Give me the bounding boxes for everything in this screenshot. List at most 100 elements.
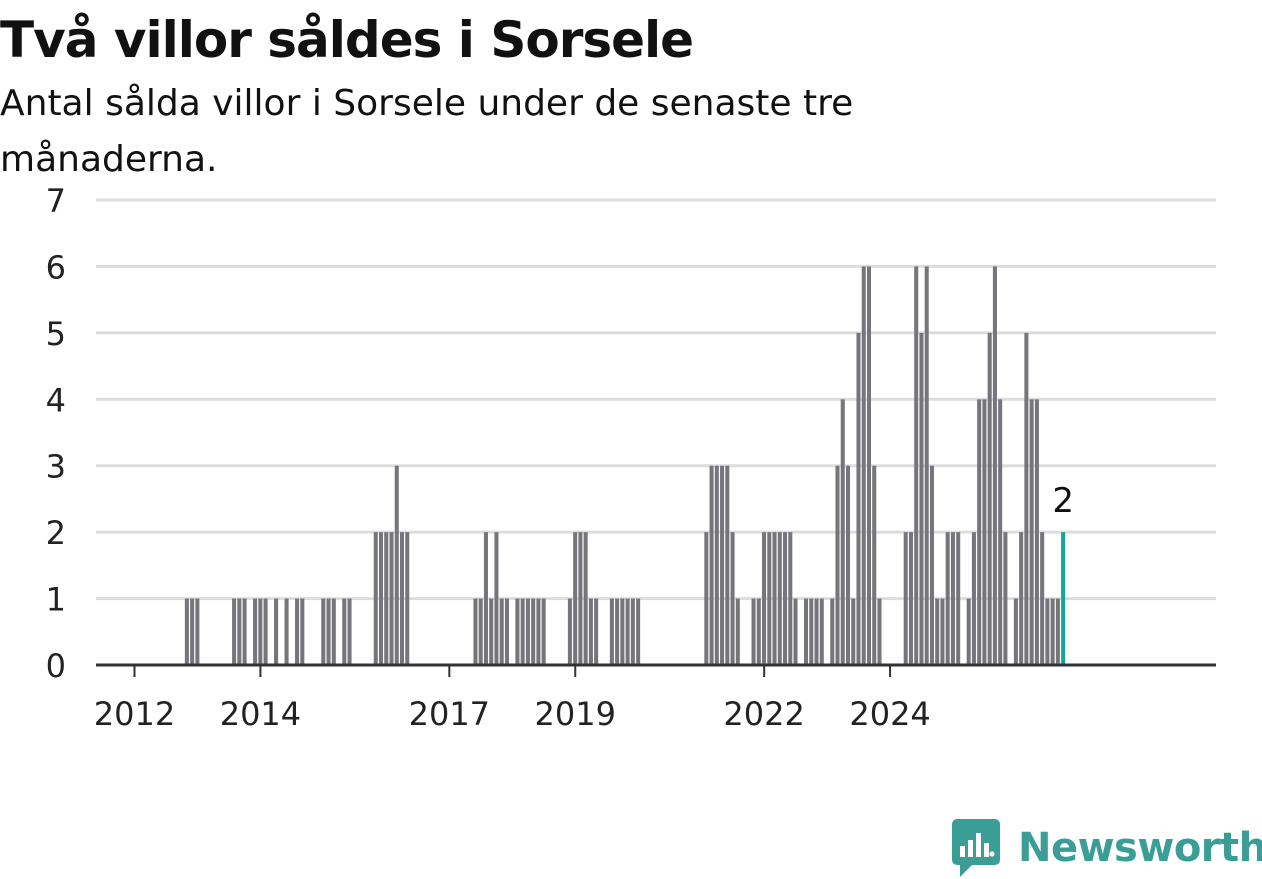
bar	[405, 532, 410, 665]
y-tick-label: 0	[46, 647, 66, 685]
bar	[924, 266, 929, 665]
bar	[394, 465, 399, 665]
bar	[783, 532, 788, 665]
bar	[956, 532, 961, 665]
bar	[331, 598, 336, 665]
bar	[809, 598, 814, 665]
bar	[594, 598, 599, 665]
x-tick-label: 2014	[220, 695, 301, 733]
bar	[762, 532, 767, 665]
bar	[625, 598, 630, 665]
bar	[704, 532, 709, 665]
x-axis-labels: 2012 2014 2017 2019 2022 2024	[94, 695, 931, 733]
bar	[1024, 332, 1029, 665]
bar	[767, 532, 772, 665]
bar	[399, 532, 405, 665]
bar	[263, 598, 268, 665]
bar	[1045, 598, 1050, 665]
bar	[321, 598, 326, 665]
bar	[709, 465, 714, 665]
bar	[326, 598, 331, 665]
bar	[284, 598, 289, 665]
bar	[536, 598, 541, 665]
bar	[232, 598, 237, 665]
bar	[636, 598, 641, 665]
newsworthy-logo: Newsworthy	[952, 818, 1262, 878]
newsworthy-logo-icon	[952, 819, 1000, 877]
bar	[714, 465, 719, 665]
bar	[908, 532, 913, 665]
bar	[347, 598, 352, 665]
bar	[861, 266, 866, 665]
bar	[788, 532, 793, 665]
bar	[184, 598, 189, 665]
bar	[987, 332, 992, 665]
x-tick-label: 2012	[94, 695, 175, 733]
x-tick-label: 2017	[409, 695, 490, 733]
bar	[840, 399, 845, 665]
bar	[237, 598, 242, 665]
bar	[735, 598, 740, 665]
y-axis-labels: 0 1 2 3 4 5 6 7	[46, 182, 66, 685]
bar	[258, 598, 263, 665]
bar	[620, 598, 625, 665]
bar	[1029, 399, 1034, 665]
bar	[971, 532, 976, 665]
bar	[295, 598, 300, 665]
bar	[541, 598, 546, 665]
bar	[851, 598, 856, 665]
bar	[919, 332, 924, 665]
bar	[730, 532, 735, 665]
bar	[777, 532, 782, 665]
bar	[982, 399, 987, 665]
bar	[525, 598, 530, 665]
bar	[845, 465, 851, 665]
bar	[630, 598, 635, 665]
bar	[872, 465, 877, 665]
bar	[966, 598, 971, 665]
bar	[473, 598, 478, 665]
bar	[615, 598, 620, 665]
y-tick-label: 7	[46, 182, 66, 220]
bar	[588, 598, 593, 665]
bar	[520, 598, 525, 665]
bar	[583, 532, 588, 665]
bar	[478, 598, 483, 665]
bar	[300, 598, 305, 665]
bar	[195, 598, 200, 665]
bar	[992, 266, 997, 665]
bar	[389, 532, 394, 665]
bar	[772, 532, 777, 665]
bar	[609, 598, 614, 665]
bar	[725, 465, 730, 665]
y-tick-label: 2	[46, 514, 66, 552]
bar	[504, 598, 509, 665]
bar	[242, 598, 247, 665]
bar	[835, 465, 840, 665]
bar	[531, 598, 536, 665]
bar	[342, 598, 347, 665]
y-tick-label: 4	[46, 381, 66, 419]
bar	[567, 598, 572, 665]
bar	[803, 598, 809, 665]
gridlines	[96, 198, 1216, 601]
bar	[940, 598, 945, 665]
bars	[184, 266, 1066, 665]
bar	[756, 598, 761, 665]
bar	[1055, 598, 1060, 665]
bar	[494, 532, 499, 665]
bar	[483, 532, 488, 665]
bar	[950, 532, 955, 665]
bar	[793, 598, 798, 665]
bar	[489, 598, 494, 665]
bar	[373, 532, 378, 665]
bar	[814, 598, 819, 665]
x-axis	[96, 663, 1216, 677]
bar	[384, 532, 389, 665]
y-tick-label: 3	[46, 448, 66, 486]
bar	[998, 399, 1003, 665]
bar	[190, 598, 195, 665]
bar	[1040, 532, 1045, 665]
bar-latest	[1061, 532, 1066, 665]
bar	[935, 598, 940, 665]
